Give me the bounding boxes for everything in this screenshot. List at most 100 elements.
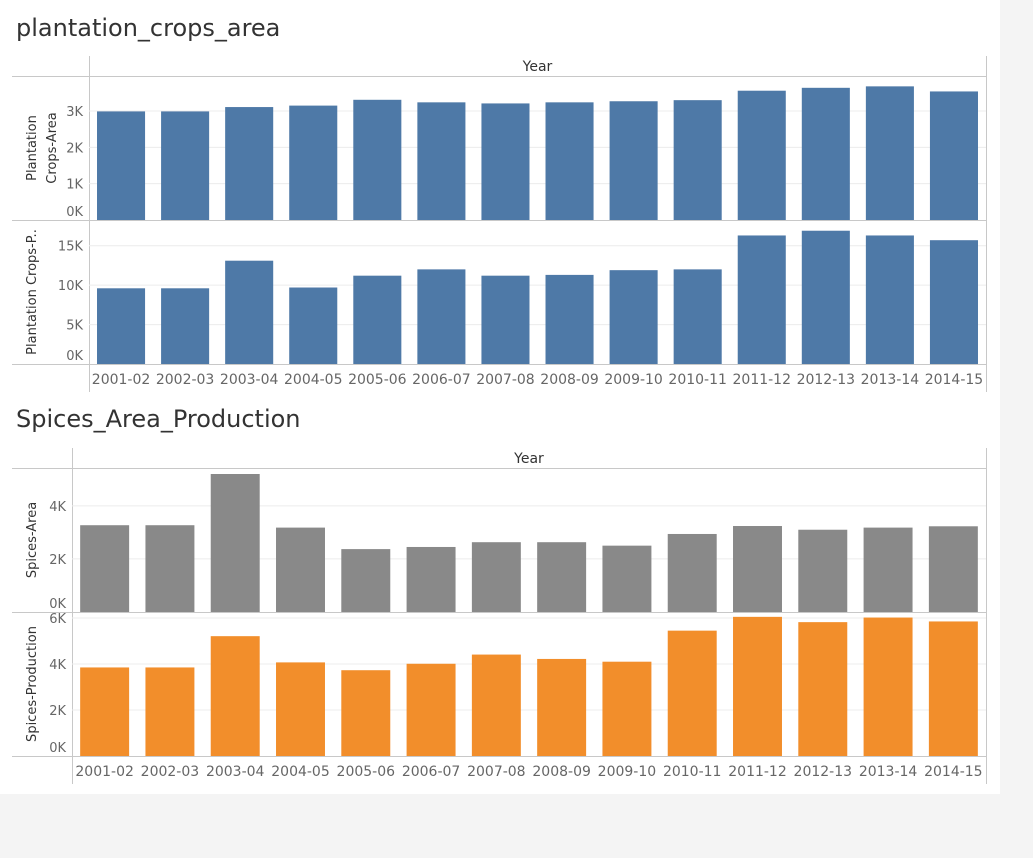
plantation-bar-2007-08-pane-2[interactable] <box>481 275 530 364</box>
spices-bar-2009-10-pane-2[interactable] <box>602 661 652 756</box>
plantation-x-tick-label: 2013-14 <box>861 372 920 388</box>
spices-bar-2006-07-pane-1[interactable] <box>406 546 456 612</box>
plantation-y-tick-label: 15K <box>58 240 84 255</box>
plantation-x-tick-label: 2014-15 <box>925 372 984 388</box>
spices-x-tick-label: 2006-07 <box>402 764 461 780</box>
spices-bar-2003-04-pane-1[interactable] <box>210 474 260 612</box>
plantation-bar-2001-02-pane-2[interactable] <box>97 288 146 364</box>
spices-area-production-chart: Year 0K 2K 4K Spices-Area 0K 2K 4K 6K Spices-Prod… <box>12 448 987 784</box>
spices-x-tick-label: 2007-08 <box>467 764 526 780</box>
spices-bar-2002-03-pane-2[interactable] <box>145 667 195 756</box>
plantation-bar-2003-04-pane-1[interactable] <box>225 107 274 220</box>
spices-bar-2001-02-pane-1[interactable] <box>80 525 130 612</box>
spices-x-tick-label: 2011-12 <box>728 764 787 780</box>
plantation-y-tick-label: 1K <box>66 178 83 193</box>
plantation-bar-2006-07-pane-2[interactable] <box>417 269 466 364</box>
plantation-bar-2005-06-pane-1[interactable] <box>353 99 402 220</box>
spices-chart-title: Spices_Area_Production <box>16 405 301 433</box>
spices-x-tick-label: 2004-05 <box>271 764 330 780</box>
plantation-y-axis-label: Plantation <box>25 115 40 181</box>
spices-bar-2001-02-pane-2[interactable] <box>80 667 130 756</box>
spices-y-tick-label: 0K <box>49 597 66 612</box>
plantation-bar-2009-10-pane-1[interactable] <box>609 101 658 220</box>
spices-x-tick-label: 2005-06 <box>337 764 396 780</box>
plantation-chart-title: plantation_crops_area <box>16 14 281 42</box>
spices-x-tick-label: 2009-10 <box>598 764 657 780</box>
plantation-x-tick-label: 2001-02 <box>92 372 151 388</box>
spices-bar-2011-12-pane-1[interactable] <box>733 526 782 612</box>
plantation-x-tick-label: 2007-08 <box>476 372 535 388</box>
plantation-y-tick-label: 3K <box>66 105 83 120</box>
plantation-bar-2014-15-pane-1[interactable] <box>929 91 978 220</box>
plantation-y-tick-label: 2K <box>66 141 83 156</box>
plantation-column-header: Year <box>522 59 553 75</box>
spices-bar-2008-09-pane-2[interactable] <box>537 658 587 756</box>
plantation-bar-2014-15-pane-2[interactable] <box>929 240 978 364</box>
plantation-bar-2010-11-pane-1[interactable] <box>673 100 722 220</box>
spices-bar-2007-08-pane-1[interactable] <box>471 542 521 612</box>
plantation-x-tick-label: 2006-07 <box>412 372 471 388</box>
plantation-bar-2002-03-pane-2[interactable] <box>161 288 210 364</box>
plantation-bar-2008-09-pane-1[interactable] <box>545 102 594 220</box>
plantation-bar-2004-05-pane-1[interactable] <box>289 105 338 220</box>
plantation-bar-2011-12-pane-2[interactable] <box>737 235 786 364</box>
spices-x-tick-label: 2014-15 <box>924 764 983 780</box>
spices-bar-2012-13-pane-1[interactable] <box>798 529 848 612</box>
spices-bar-2014-15-pane-1[interactable] <box>928 526 978 612</box>
plantation-x-tick-label: 2005-06 <box>348 372 407 388</box>
plantation-bar-2003-04-pane-2[interactable] <box>225 260 274 364</box>
plantation-bar-2006-07-pane-1[interactable] <box>417 102 466 220</box>
spices-bar-2013-14-pane-1[interactable] <box>863 527 913 612</box>
plantation-bar-2012-13-pane-1[interactable] <box>801 87 850 221</box>
spices-x-tick-label: 2001-02 <box>75 764 134 780</box>
plantation-bar-2013-14-pane-1[interactable] <box>865 86 914 220</box>
plantation-x-tick-label: 2009-10 <box>604 372 663 388</box>
plantation-y-tick-label: 0K <box>66 349 83 364</box>
spices-bar-2010-11-pane-1[interactable] <box>667 533 717 612</box>
spices-bar-2003-04-pane-2[interactable] <box>210 636 260 756</box>
spices-bar-2012-13-pane-2[interactable] <box>798 622 848 756</box>
spices-bar-2005-06-pane-1[interactable] <box>341 549 391 612</box>
plantation-bar-2004-05-pane-2[interactable] <box>289 287 338 364</box>
spices-y-axis-label: Spices-Production <box>25 626 40 742</box>
plantation-bar-2002-03-pane-1[interactable] <box>161 111 210 220</box>
spices-y-axis-label: Spices-Area <box>25 502 40 578</box>
spices-bar-2005-06-pane-2[interactable] <box>341 670 391 756</box>
plantation-bar-2005-06-pane-2[interactable] <box>353 275 402 364</box>
plantation-y-tick-label: 10K <box>58 279 84 294</box>
spices-bar-2008-09-pane-1[interactable] <box>537 542 587 612</box>
plantation-x-tick-label: 2004-05 <box>284 372 343 388</box>
spices-bar-2004-05-pane-2[interactable] <box>276 662 325 756</box>
plantation-bar-2011-12-pane-1[interactable] <box>737 90 786 220</box>
spices-bar-2004-05-pane-1[interactable] <box>276 527 325 612</box>
spices-bar-2014-15-pane-2[interactable] <box>928 621 978 756</box>
spices-x-tick-label: 2013-14 <box>859 764 918 780</box>
plantation-bar-2009-10-pane-2[interactable] <box>609 270 658 364</box>
spices-bar-2011-12-pane-2[interactable] <box>733 616 782 756</box>
plantation-x-tick-label: 2003-04 <box>220 372 279 388</box>
spices-y-tick-label: 4K <box>49 658 66 673</box>
plantation-bar-2013-14-pane-2[interactable] <box>865 235 914 364</box>
plantation-x-tick-label: 2012-13 <box>797 372 856 388</box>
spices-x-tick-label: 2003-04 <box>206 764 265 780</box>
spices-y-tick-label: 4K <box>49 500 66 515</box>
spices-bar-2010-11-pane-2[interactable] <box>667 630 717 756</box>
plantation-x-tick-label: 2010-11 <box>668 372 727 388</box>
plantation-bar-2008-09-pane-2[interactable] <box>545 274 594 364</box>
plantation-bar-2010-11-pane-2[interactable] <box>673 269 722 364</box>
plantation-y-axis-label: Plantation Crops-P.. <box>25 229 40 355</box>
spices-bar-2002-03-pane-1[interactable] <box>145 525 195 612</box>
plantation-bar-2007-08-pane-1[interactable] <box>481 103 530 220</box>
plantation-x-tick-label: 2002-03 <box>156 372 215 388</box>
plantation-bar-2012-13-pane-2[interactable] <box>801 230 850 364</box>
plantation-y-tick-label: 0K <box>66 205 83 220</box>
spices-bar-2009-10-pane-1[interactable] <box>602 545 652 612</box>
spices-bar-2013-14-pane-2[interactable] <box>863 617 913 756</box>
spices-column-header: Year <box>513 451 544 467</box>
spices-y-tick-label: 0K <box>49 741 66 756</box>
spices-bar-2006-07-pane-2[interactable] <box>406 663 456 756</box>
spices-x-tick-label: 2008-09 <box>532 764 591 780</box>
spices-bar-2007-08-pane-2[interactable] <box>471 654 521 756</box>
plantation-bar-2001-02-pane-1[interactable] <box>97 111 146 220</box>
plantation-crops-area-chart: Year 0K 1K 2K 3K Plantation Crops-Area 0K 5K 10K 1… <box>12 56 987 392</box>
